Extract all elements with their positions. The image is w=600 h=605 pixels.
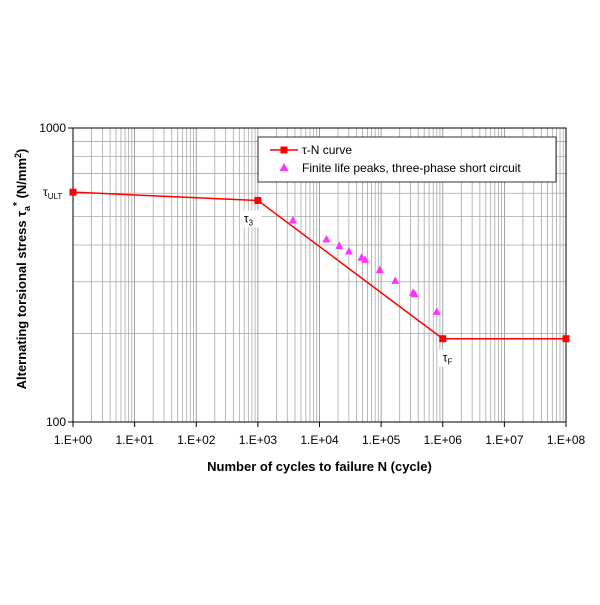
finite-life-peak-point <box>361 255 370 263</box>
y-tick-label: 100 <box>46 415 66 429</box>
finite-life-peak-point <box>344 247 353 255</box>
x-axis-title: Number of cycles to failure N (cycle) <box>207 459 432 474</box>
tau-n-curve-line <box>72 191 566 340</box>
x-tick-label: 1.E+01 <box>115 433 154 447</box>
legend-tau-n-label: τ-N curve <box>302 143 352 157</box>
legend-finite-life-label: Finite life peaks, three-phase short cir… <box>302 161 521 175</box>
x-tick-label: 1.E+07 <box>485 433 524 447</box>
finite-life-peak-point <box>410 289 419 298</box>
axis-ticks: 1.E+00 1.E+01 1.E+02 1.E+03 1.E+04 1.E+05 1.E+… <box>39 121 585 447</box>
tau-n-curve-point <box>69 188 77 196</box>
finite-life-peak-point <box>322 234 331 243</box>
axis-titles: Number of cycles to failure N (cycle) Alt… <box>12 149 432 474</box>
tau-n-curve-point <box>562 335 570 343</box>
x-tick-label: 1.E+04 <box>300 433 339 447</box>
series-layer <box>69 188 570 343</box>
y-tick-label: 1000 <box>39 121 66 135</box>
finite-life-peak-point <box>288 215 297 224</box>
legend-finite-life-marker <box>279 163 289 171</box>
x-tick-label: 1.E+00 <box>54 433 93 447</box>
tau-n-curve-point <box>439 335 447 343</box>
annotation-background <box>438 349 461 367</box>
annotation-f: τF <box>443 351 453 367</box>
legend-tau-n-marker <box>280 146 288 154</box>
annotation-ult: τULT <box>43 185 62 201</box>
x-tick-label: 1.E+08 <box>547 433 586 447</box>
annotation-background <box>239 210 262 228</box>
x-tick-label: 1.E+03 <box>239 433 278 447</box>
legend-box <box>257 136 557 183</box>
finite-life-peak-point <box>391 276 400 284</box>
tau-n-curve-point <box>254 196 262 204</box>
x-tick-label: 1.E+05 <box>362 433 401 447</box>
annotation-3: τ3 <box>244 211 254 227</box>
x-tick-label: 1.E+02 <box>177 433 216 447</box>
x-tick-label: 1.E+06 <box>424 433 463 447</box>
y-axis-title: Alternating torsional stress τa* (N/mm2) <box>12 149 32 390</box>
finite-life-peak-point <box>335 241 344 249</box>
finite-life-peak-point <box>375 265 384 273</box>
finite-life-peak-point <box>432 307 441 315</box>
annotations: τULT τ3 τF <box>43 185 461 367</box>
legend: τ-N curve Finite life peaks, three-phase … <box>257 136 557 183</box>
